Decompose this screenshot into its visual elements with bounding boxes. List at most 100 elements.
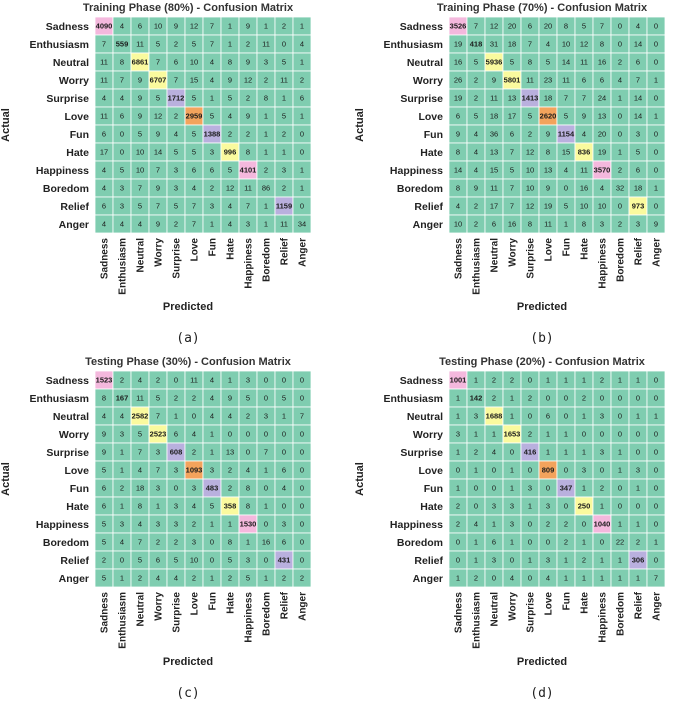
cell-value: 4 <box>192 184 196 193</box>
y-axis-label: Actual <box>0 462 12 496</box>
column-label: Surprise <box>526 238 537 279</box>
cell-value: 0 <box>654 202 658 211</box>
cell-value: 0 <box>636 502 640 511</box>
cell-value: 3 <box>492 502 496 511</box>
cell-value: 3 <box>528 484 532 493</box>
cell-value: 4 <box>174 574 178 583</box>
cell-value: 2 <box>228 466 232 475</box>
cell-value: 5 <box>510 166 514 175</box>
cell-value: 10 <box>190 556 198 565</box>
cell-value: 6 <box>528 22 532 31</box>
cell-value: 11 <box>544 220 552 229</box>
cell-value: 1 <box>300 22 304 31</box>
column-label: Worry <box>154 238 165 267</box>
cell-value: 1 <box>210 448 214 457</box>
cell-value: 8 <box>246 502 250 511</box>
cell-value: 1 <box>456 412 460 421</box>
cell-value: 1 <box>246 538 250 547</box>
cell-value: 5 <box>138 430 142 439</box>
cell-value: 7 <box>156 202 160 211</box>
cell-value: 1 <box>456 448 460 457</box>
cell-value: 19 <box>454 94 462 103</box>
cell-value: 9 <box>228 76 232 85</box>
column-label: Neutral <box>490 238 501 273</box>
cell-value: 1 <box>582 376 586 385</box>
cell-value: 2 <box>228 484 232 493</box>
cell-value: 6 <box>138 22 142 31</box>
x-axis-label: Predicted <box>517 301 567 313</box>
cell-value: 2 <box>582 394 586 403</box>
cell-value: 1 <box>282 148 286 157</box>
cell-value: 7 <box>120 76 124 85</box>
cell-value: 5 <box>102 574 106 583</box>
cell-value: 2 <box>246 94 250 103</box>
cell-value: 12 <box>490 22 498 31</box>
cell-value: 26 <box>454 76 462 85</box>
cell-value: 5 <box>282 394 286 403</box>
cell-value: 2 <box>528 394 532 403</box>
cell-value: 0 <box>282 40 286 49</box>
cell-value: 5 <box>156 394 160 403</box>
cell-value: 5 <box>156 94 160 103</box>
cell-value: 1 <box>120 574 124 583</box>
cell-value: 0 <box>264 430 268 439</box>
cell-value: 9 <box>228 394 232 403</box>
cell-value: 3 <box>174 520 178 529</box>
cell-value: 5 <box>282 58 286 67</box>
cell-value: 4 <box>546 40 550 49</box>
cell-value: 4 <box>618 76 622 85</box>
cell-value: 7 <box>156 412 160 421</box>
column-label: Fun <box>208 238 219 256</box>
cell-value: 4 <box>210 376 214 385</box>
cell-value: 4 <box>138 220 142 229</box>
cell-value: 0 <box>264 484 268 493</box>
column-label: Neutral <box>136 592 147 627</box>
cell-value: 0 <box>618 202 622 211</box>
cell-value: 5 <box>636 148 640 157</box>
cell-value: 2 <box>456 502 460 511</box>
cell-value: 2 <box>300 574 304 583</box>
cell-value: 14 <box>634 40 642 49</box>
cell-value: 1 <box>474 466 478 475</box>
cell-value: 5 <box>564 202 568 211</box>
column-label: Fun <box>562 238 573 256</box>
cell-value: 10 <box>154 22 162 31</box>
cell-value: 3 <box>492 556 496 565</box>
cell-value: 6 <box>102 484 106 493</box>
cell-value: 167 <box>116 394 129 403</box>
cell-value: 11 <box>490 184 498 193</box>
cell-value: 1 <box>528 556 532 565</box>
cell-value: 10 <box>562 40 570 49</box>
cell-value: 0 <box>618 40 622 49</box>
column-label: Hate <box>226 592 237 614</box>
cell-value: 0 <box>654 58 658 67</box>
cell-value: 3 <box>600 220 604 229</box>
cell-value: 14 <box>634 94 642 103</box>
cell-value: 14 <box>454 166 462 175</box>
cell-value: 3 <box>546 502 550 511</box>
cell-value: 5 <box>564 112 568 121</box>
cell-value: 2 <box>210 184 214 193</box>
cell-value: 13 <box>598 112 606 121</box>
cell-value: 6 <box>546 412 550 421</box>
cell-value: 7 <box>264 448 268 457</box>
cell-value: 1 <box>528 502 532 511</box>
cell-value: 4 <box>510 574 514 583</box>
cell-value: 4 <box>156 574 160 583</box>
cell-value: 0 <box>192 412 196 421</box>
cell-value: 6 <box>102 130 106 139</box>
cell-value: 0 <box>282 448 286 457</box>
cell-value: 7 <box>192 202 196 211</box>
column-label: Enthusiasm <box>118 238 129 295</box>
cell-value: 0 <box>282 430 286 439</box>
cell-value: 8 <box>264 94 268 103</box>
cell-value: 0 <box>654 430 658 439</box>
cell-value: 2 <box>618 220 622 229</box>
cell-value: 1 <box>546 430 550 439</box>
cell-value: 0 <box>492 466 496 475</box>
cell-value: 1 <box>228 22 232 31</box>
row-label: Happiness <box>390 165 443 177</box>
row-label: Enthusiasm <box>29 39 89 51</box>
cell-value: 13 <box>490 148 498 157</box>
cell-value: 2 <box>474 202 478 211</box>
